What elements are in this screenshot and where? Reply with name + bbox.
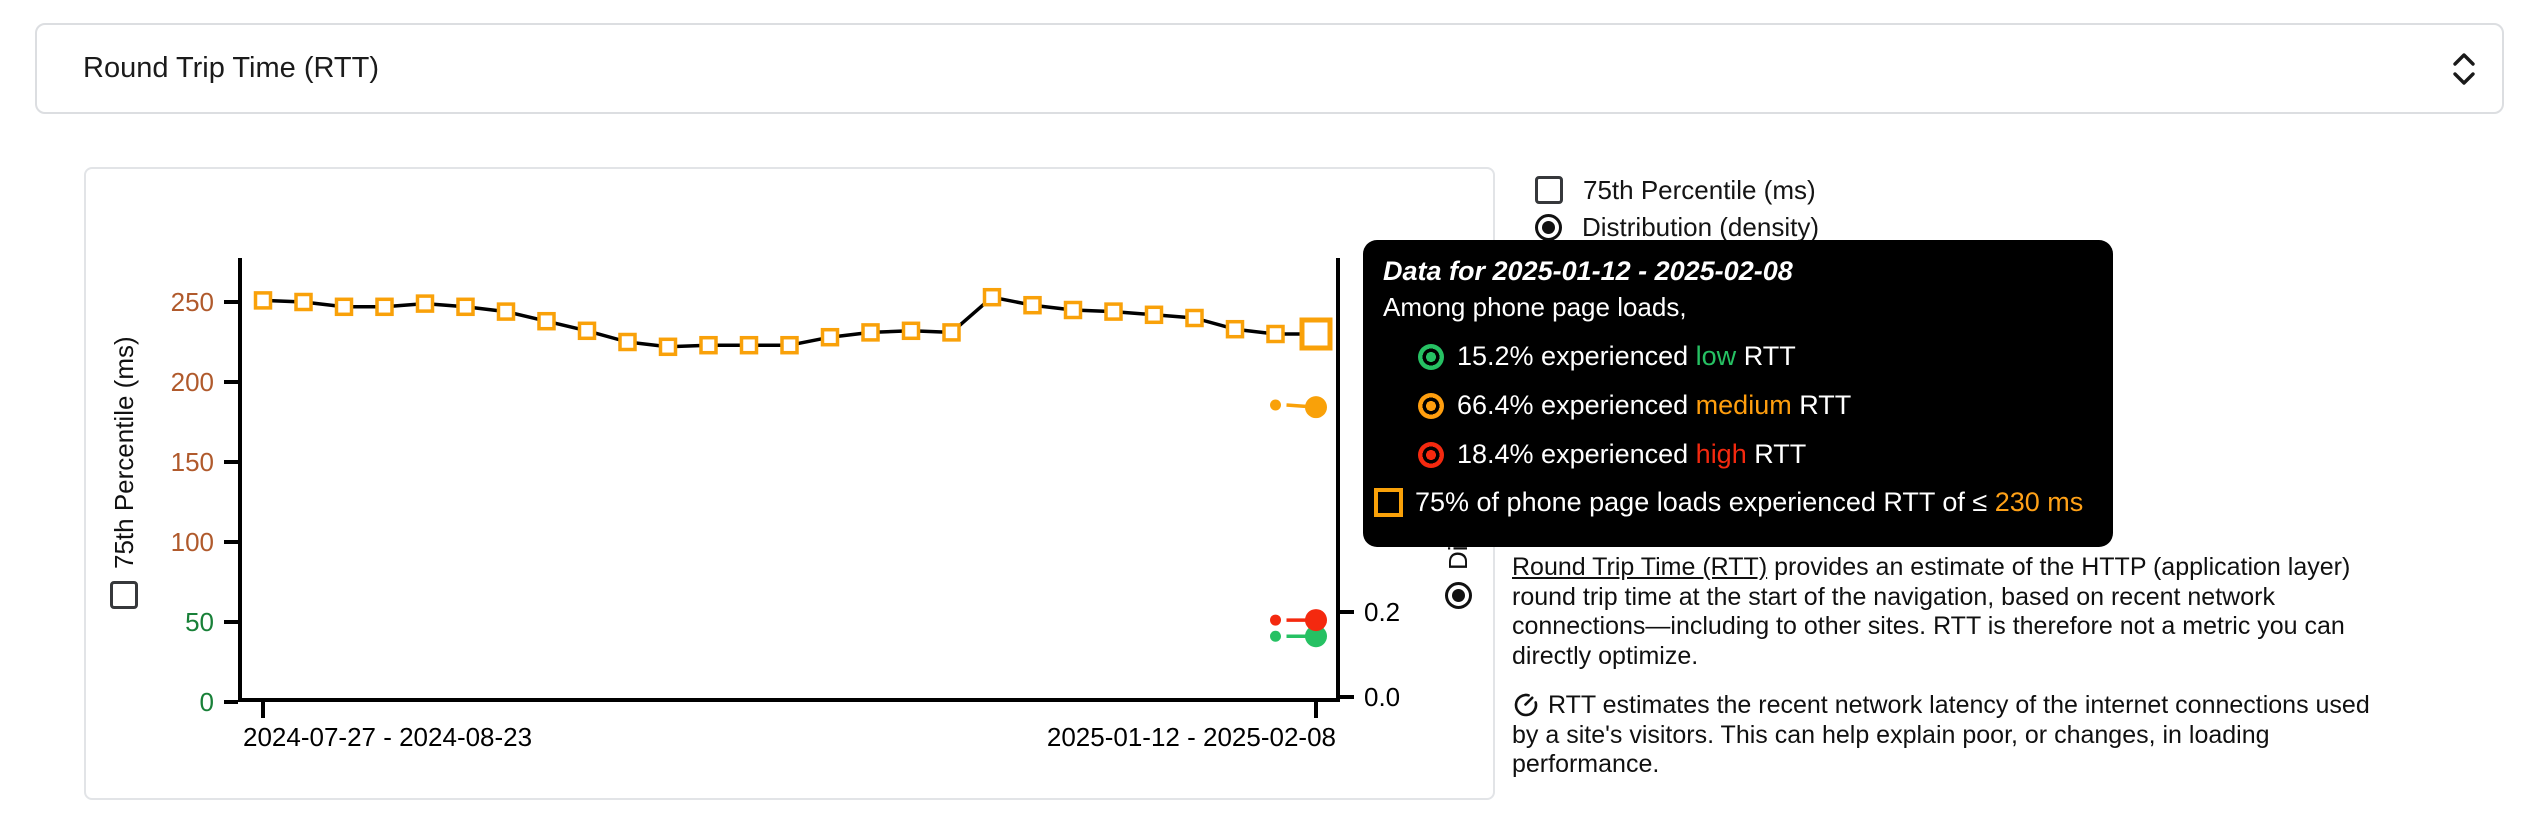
tooltip-threshold-row: 75% of phone page loads experienced RTT … (1374, 487, 2095, 518)
legend-item-percentile[interactable]: 75th Percentile (ms) (1535, 174, 1819, 205)
y-axis-title-left: 75th Percentile (ms) (109, 317, 139, 609)
tooltip-threshold-text: 75% of phone page loads experienced RTT … (1415, 487, 2084, 517)
metric-select[interactable]: Round Trip Time (RTT) (35, 23, 2504, 114)
unfold-more-icon (2453, 52, 2475, 85)
chart-card (84, 167, 1495, 800)
radio-selected-icon[interactable] (1535, 213, 1562, 241)
high-rtt-dot-icon (1418, 441, 1444, 468)
medium-rtt-dot-icon (1418, 392, 1444, 419)
percentile-axis-checkbox-icon[interactable] (110, 581, 138, 609)
legend-distribution-label: Distribution (density) (1582, 211, 1819, 242)
tooltip-row-high: 18.4% experienced high RTT (1418, 439, 2095, 470)
rtt-docs-link[interactable]: Round Trip Time (RTT) (1512, 553, 1768, 581)
y-axis-title-left-text: 75th Percentile (ms) (108, 336, 139, 569)
tooltip-row-high-text: 18.4% experienced high RTT (1457, 439, 1807, 469)
tooltip-row-medium: 66.4% experienced medium RTT (1418, 390, 2095, 421)
percentile-square-icon (1374, 488, 1403, 517)
metric-select-value: Round Trip Time (RTT) (83, 52, 379, 84)
tooltip-row-low-text: 15.2% experienced low RTT (1457, 341, 1796, 371)
tooltip-title: Data for 2025-01-12 - 2025-02-08 (1383, 256, 1793, 286)
distribution-axis-radio-icon[interactable] (1444, 582, 1472, 609)
chart-tooltip: Data for 2025-01-12 - 2025-02-08 Among p… (1363, 240, 2113, 547)
tooltip-row-medium-text: 66.4% experienced medium RTT (1457, 390, 1852, 420)
tooltip-row-low: 15.2% experienced low RTT (1418, 341, 2095, 372)
description-paragraph-2: RTT estimates the recent network latency… (1512, 691, 2370, 778)
legend-item-distribution[interactable]: Distribution (density) (1535, 211, 1819, 242)
gauge-icon (1514, 693, 1538, 717)
low-rtt-dot-icon (1418, 343, 1444, 370)
metric-description: Round Trip Time (RTT) provides an estima… (1512, 553, 2517, 780)
checkbox-unchecked-icon[interactable] (1535, 176, 1563, 204)
description-paragraph-1: Round Trip Time (RTT) provides an estima… (1512, 553, 2351, 670)
tooltip-subtitle: Among phone page loads, (1383, 292, 1687, 322)
series-legend: 75th Percentile (ms) Distribution (densi… (1535, 174, 1819, 250)
legend-percentile-label: 75th Percentile (ms) (1583, 174, 1816, 205)
